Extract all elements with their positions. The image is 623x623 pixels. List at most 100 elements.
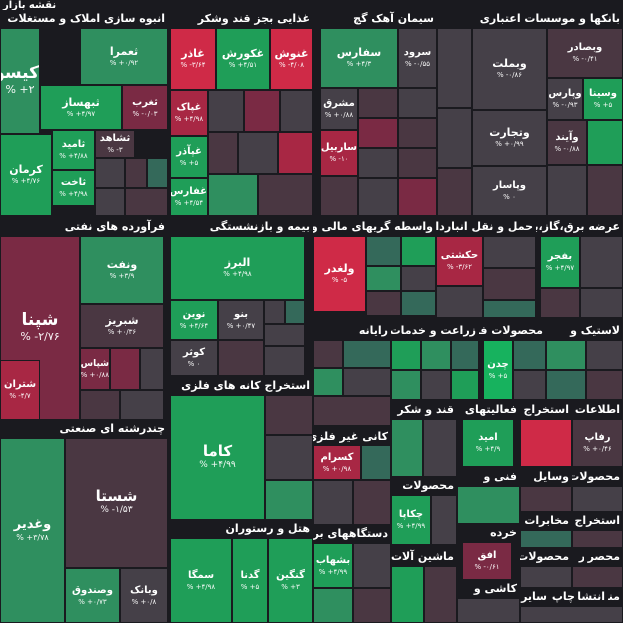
stock-tile[interactable] bbox=[546, 370, 586, 400]
stock-tile[interactable]: گدنا ۵+ % bbox=[232, 538, 268, 623]
stock-tile[interactable]: وپاسار ۰ % bbox=[472, 166, 547, 216]
stock-tile[interactable] bbox=[451, 370, 479, 400]
stock-tile[interactable] bbox=[423, 419, 457, 477]
stock-tile[interactable] bbox=[572, 566, 623, 588]
stock-tile[interactable] bbox=[258, 174, 313, 216]
stock-tile[interactable] bbox=[353, 588, 391, 623]
stock-tile[interactable] bbox=[313, 396, 391, 426]
stock-tile[interactable] bbox=[353, 543, 391, 588]
stock-tile[interactable] bbox=[265, 480, 313, 520]
stock-tile[interactable] bbox=[520, 486, 572, 512]
stock-tile[interactable] bbox=[546, 340, 586, 370]
stock-tile[interactable]: سفارس ۴/۳+ % bbox=[320, 28, 398, 88]
stock-tile[interactable] bbox=[580, 288, 623, 318]
stock-tile[interactable] bbox=[483, 300, 536, 318]
stock-tile[interactable] bbox=[572, 530, 623, 548]
stock-tile[interactable] bbox=[401, 291, 436, 316]
stock-tile[interactable] bbox=[95, 188, 125, 216]
stock-tile[interactable]: البرز ۴/۹۸+ % bbox=[170, 236, 305, 300]
stock-tile[interactable]: امید ۴/۹+ % bbox=[462, 419, 514, 467]
stock-tile[interactable]: نوین ۴/۶۴+ % bbox=[170, 300, 218, 340]
stock-tile[interactable] bbox=[540, 288, 580, 318]
stock-tile[interactable] bbox=[358, 178, 398, 216]
stock-tile[interactable]: وآیند ۰/۸۸- % bbox=[547, 120, 587, 165]
stock-tile[interactable] bbox=[358, 148, 398, 178]
stock-tile[interactable]: غکورش ۴/۵۱+ % bbox=[216, 28, 270, 90]
stock-tile[interactable]: ثعمرا ۰/۹۲+ % bbox=[80, 28, 168, 85]
stock-tile[interactable]: ولغدر ۵- % bbox=[313, 236, 366, 312]
stock-tile[interactable]: چدن ۵+ % bbox=[483, 340, 513, 400]
stock-tile[interactable] bbox=[366, 291, 401, 316]
stock-tile[interactable]: رفاپ ۰/۴۶+ % bbox=[572, 419, 623, 467]
stock-tile[interactable]: حکشتی ۳/۶۲- % bbox=[436, 236, 483, 286]
stock-tile[interactable]: وغدیر ۳/۷۸+ % bbox=[0, 438, 65, 623]
stock-tile[interactable] bbox=[125, 188, 168, 216]
stock-tile[interactable] bbox=[520, 419, 572, 467]
stock-tile[interactable]: ثبهساز ۴/۹۷+ % bbox=[40, 85, 122, 130]
stock-tile[interactable] bbox=[520, 566, 572, 588]
stock-tile[interactable] bbox=[264, 324, 305, 346]
stock-tile[interactable]: بنو ۰/۴۷+ % bbox=[218, 300, 264, 340]
stock-tile[interactable]: کرمان ۴/۷۶+ % bbox=[0, 134, 52, 216]
stock-tile[interactable]: افق ۰/۶۱- % bbox=[462, 542, 512, 580]
stock-tile[interactable] bbox=[110, 348, 140, 390]
stock-tile[interactable] bbox=[147, 158, 168, 188]
stock-tile[interactable] bbox=[208, 90, 244, 132]
stock-tile[interactable] bbox=[391, 370, 421, 400]
stock-tile[interactable]: سمگا ۴/۹۸+ % bbox=[170, 538, 232, 623]
stock-tile[interactable] bbox=[587, 165, 623, 216]
stock-tile[interactable] bbox=[401, 266, 436, 291]
stock-tile[interactable] bbox=[451, 340, 479, 370]
stock-tile[interactable] bbox=[437, 168, 472, 216]
stock-tile[interactable]: وسینا ۵+ % bbox=[583, 78, 623, 120]
stock-tile[interactable] bbox=[313, 480, 353, 525]
stock-tile[interactable] bbox=[208, 174, 258, 216]
stock-tile[interactable]: شتران ۴/۷- % bbox=[0, 360, 40, 420]
stock-tile[interactable] bbox=[218, 340, 264, 376]
stock-tile[interactable] bbox=[313, 340, 343, 368]
stock-tile[interactable] bbox=[398, 148, 437, 178]
stock-tile[interactable] bbox=[280, 90, 313, 132]
stock-tile[interactable] bbox=[361, 445, 391, 480]
stock-tile[interactable] bbox=[265, 435, 313, 480]
stock-tile[interactable] bbox=[358, 88, 398, 118]
stock-tile[interactable] bbox=[520, 530, 572, 548]
stock-tile[interactable] bbox=[358, 118, 398, 148]
stock-tile[interactable]: غاذر ۳/۶۴- % bbox=[170, 28, 216, 90]
stock-tile[interactable] bbox=[391, 566, 424, 623]
stock-tile[interactable] bbox=[264, 300, 285, 324]
stock-tile[interactable]: ثاخت ۴/۹۸+ % bbox=[52, 170, 95, 206]
stock-tile[interactable] bbox=[483, 268, 536, 300]
stock-tile[interactable] bbox=[398, 178, 437, 216]
stock-tile[interactable]: غفارس ۴/۵۴+ % bbox=[170, 178, 208, 216]
stock-tile[interactable] bbox=[437, 108, 472, 168]
stock-tile[interactable] bbox=[320, 176, 358, 216]
stock-tile[interactable]: وصندوق ۰/۷۳+ % bbox=[65, 568, 120, 623]
stock-tile[interactable] bbox=[401, 236, 436, 266]
stock-tile[interactable] bbox=[391, 340, 421, 370]
stock-tile[interactable] bbox=[436, 286, 483, 318]
stock-tile[interactable]: چکاپا ۴/۹۹+ % bbox=[391, 495, 431, 545]
stock-tile[interactable]: سرود ۰/۵۵- % bbox=[398, 28, 437, 88]
stock-tile[interactable] bbox=[140, 348, 164, 390]
stock-tile[interactable] bbox=[353, 480, 391, 525]
stock-tile[interactable] bbox=[572, 486, 623, 512]
stock-tile[interactable]: وبصادر ۰/۴۱- % bbox=[547, 28, 623, 78]
stock-tile[interactable] bbox=[547, 165, 587, 216]
stock-tile[interactable] bbox=[457, 486, 520, 524]
stock-tile[interactable] bbox=[95, 158, 125, 188]
stock-tile[interactable]: شپاس ۰/۸۸+ % bbox=[80, 348, 110, 390]
stock-tile[interactable]: وبانک ۰/۸+ % bbox=[120, 568, 168, 623]
stock-tile[interactable]: ثامید ۴/۸۸+ % bbox=[52, 130, 95, 170]
stock-tile[interactable] bbox=[285, 300, 305, 324]
stock-tile[interactable] bbox=[513, 340, 546, 370]
stock-tile[interactable] bbox=[80, 390, 120, 420]
stock-tile[interactable] bbox=[457, 598, 520, 623]
stock-tile[interactable] bbox=[580, 236, 623, 288]
stock-tile[interactable]: بفجر ۴/۹۷+ % bbox=[540, 236, 580, 288]
stock-tile[interactable] bbox=[587, 120, 623, 165]
stock-tile[interactable] bbox=[120, 390, 164, 420]
stock-tile[interactable] bbox=[125, 158, 147, 188]
stock-tile[interactable]: ونفت ۳/۹+ % bbox=[80, 236, 164, 304]
stock-tile[interactable]: وپارس ۰/۹۳- % bbox=[547, 78, 583, 120]
